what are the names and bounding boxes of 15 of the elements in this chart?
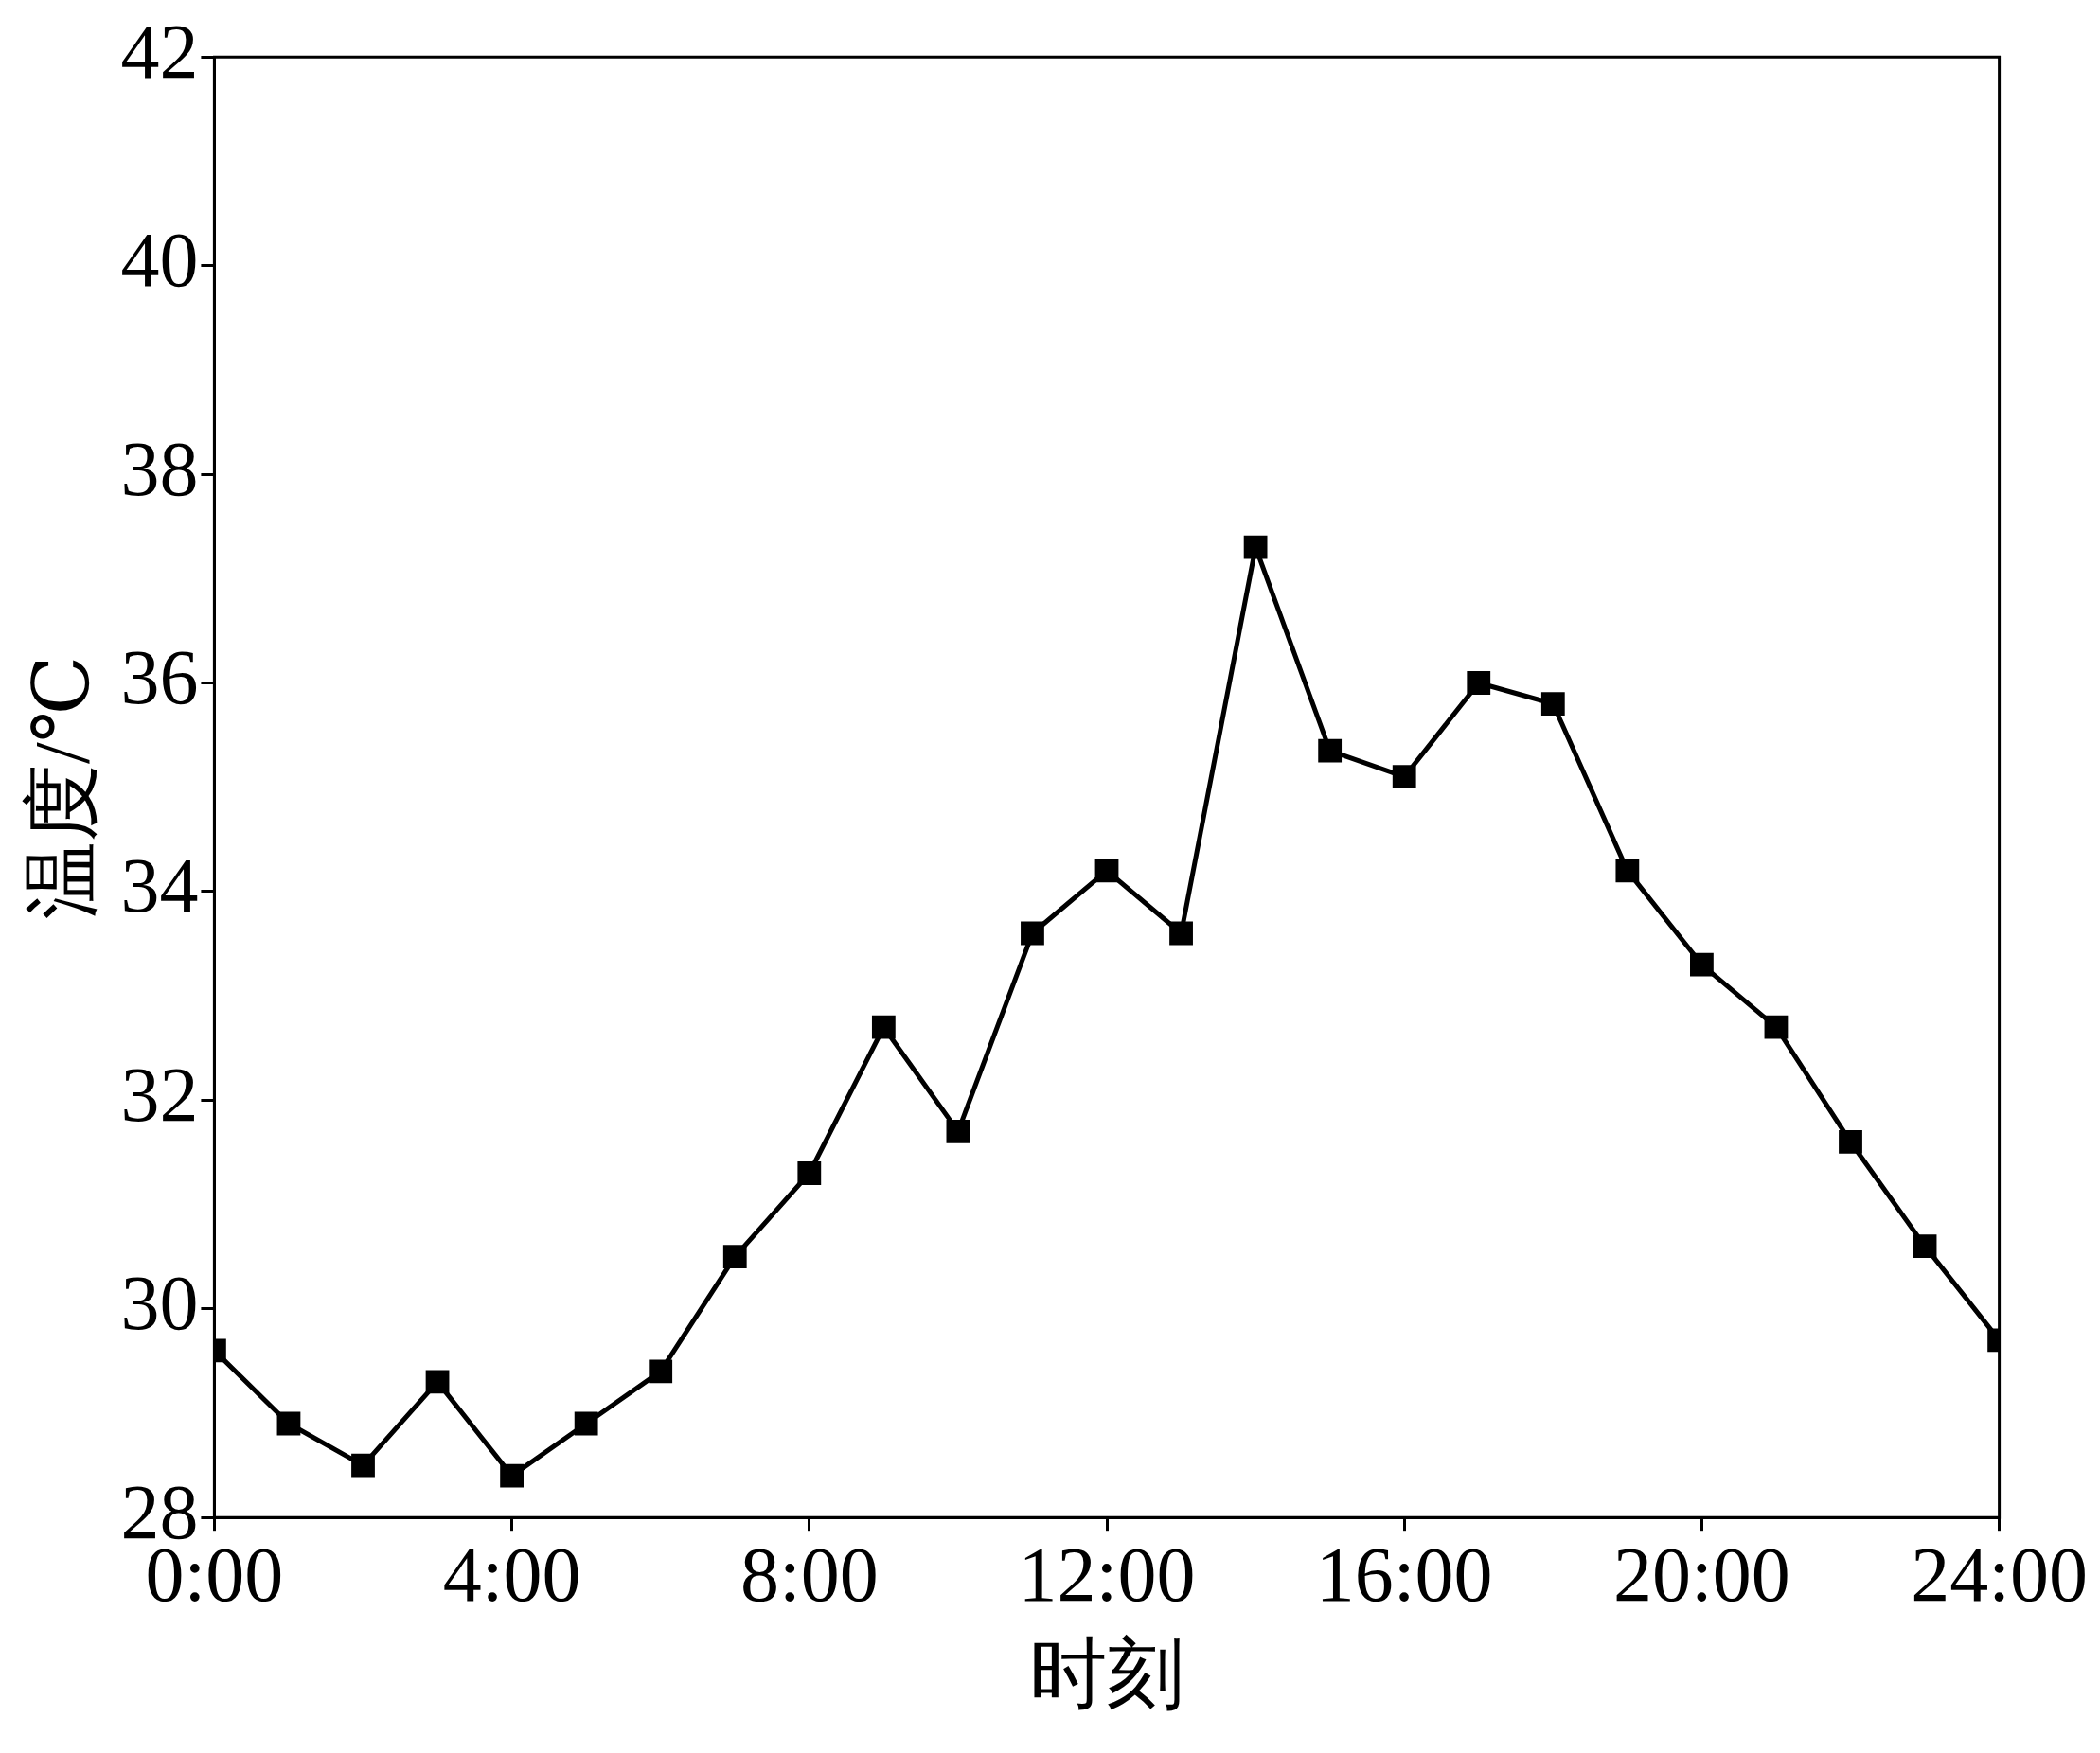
x-tick-label: 12:00	[1018, 1531, 1196, 1618]
x-tick-label: 16:00	[1315, 1531, 1493, 1618]
x-tick-label: 4:00	[442, 1531, 581, 1618]
x-tick-label: 24:00	[1911, 1531, 2089, 1618]
x-tick-label: 20:00	[1613, 1531, 1790, 1618]
y-tick-label: 36	[120, 634, 199, 721]
x-tick-label: 8:00	[739, 1531, 879, 1618]
y-tick-label: 34	[120, 842, 199, 930]
y-axis-title: 温度/℃	[18, 655, 105, 919]
y-tick-label: 40	[120, 217, 199, 304]
y-tick-label: 42	[120, 8, 199, 95]
y-tick-label: 38	[120, 425, 199, 512]
x-axis-title: 时刻	[1029, 1631, 1184, 1718]
y-tick-label: 32	[120, 1051, 199, 1138]
y-tick-label: 30	[120, 1260, 199, 1347]
